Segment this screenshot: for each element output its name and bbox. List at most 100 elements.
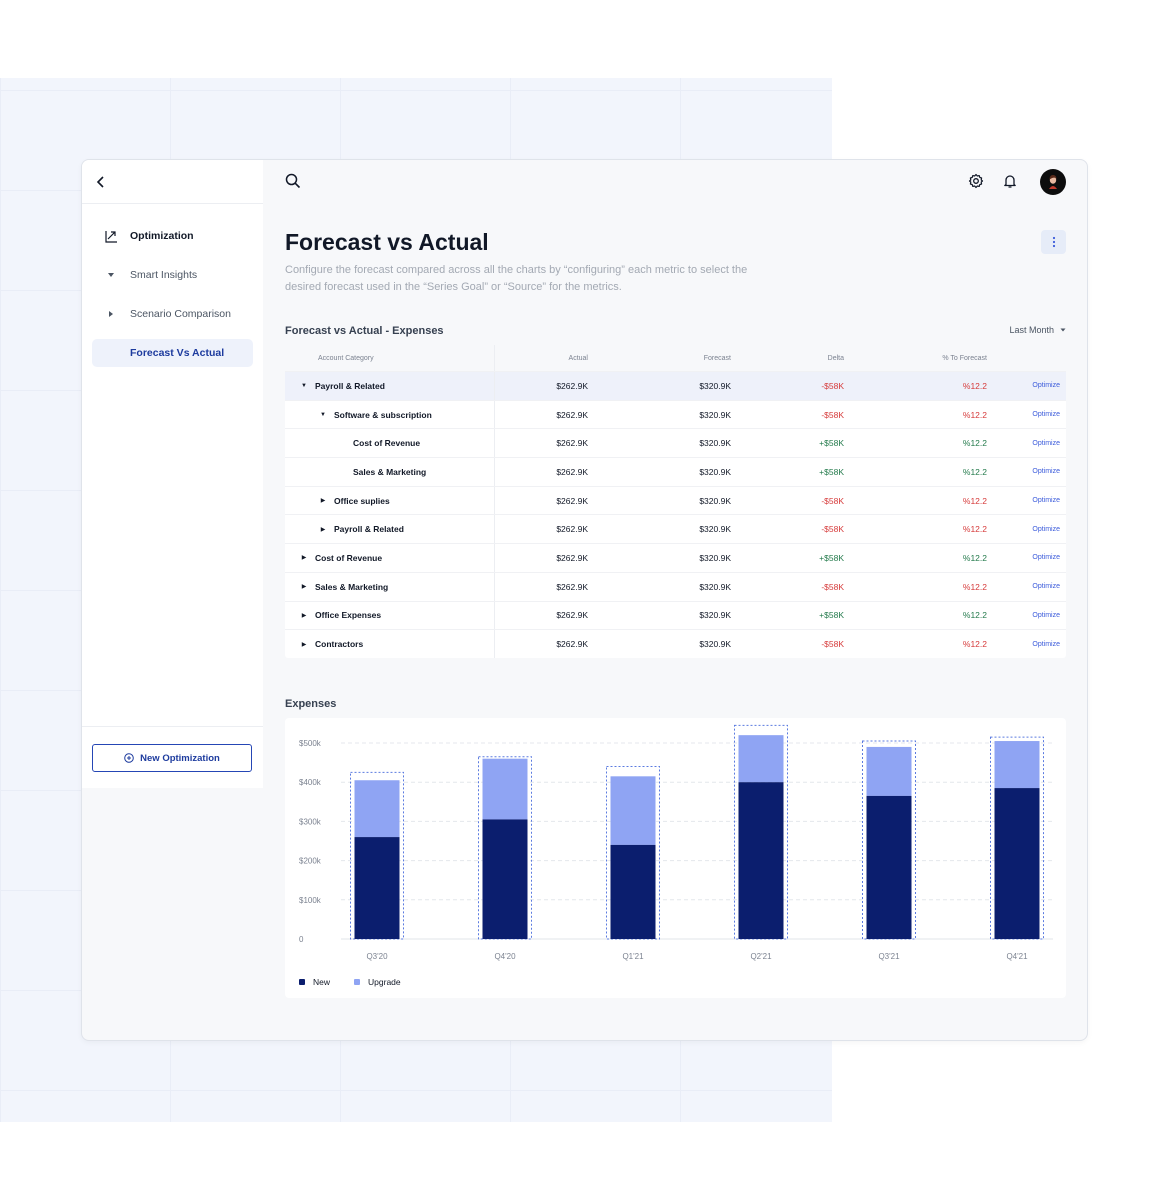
table-header: Account Category Actual Forecast Delta %… — [285, 345, 1066, 371]
optimize-link[interactable]: Optimize — [1032, 382, 1060, 390]
app-window: Optimization Smart Insights Scenario Com… — [81, 159, 1088, 1041]
bell-icon — [1004, 175, 1016, 188]
caret-right-icon[interactable]: ▶ — [301, 641, 307, 648]
y-tick-label: $500k — [299, 739, 322, 748]
caret-down-icon[interactable]: ▼ — [320, 411, 326, 418]
y-tick-label: $300k — [299, 817, 322, 826]
cell-forecast: $320.9K — [699, 466, 731, 477]
sidebar-item-scenario-comparison[interactable]: Scenario Comparison — [92, 300, 253, 328]
table-row[interactable]: ▶ Payroll & Related $262.9K $320.9K -$58K %12… — [285, 514, 1066, 544]
x-tick-label: Q4'21 — [1006, 952, 1028, 961]
search-icon — [285, 173, 301, 189]
more-options-button[interactable] — [1041, 230, 1066, 254]
table-row[interactable]: Sales & Marketing $262.9K $320.9K +$58K %12.… — [285, 457, 1066, 486]
notifications-button[interactable] — [1002, 173, 1018, 189]
legend-label: Upgrade — [368, 977, 401, 987]
cell-delta: -$58K — [821, 639, 844, 650]
table-row[interactable]: ▶ Contractors $262.9K $320.9K -$58K %12.2 Opti… — [285, 629, 1066, 658]
table-title: Forecast vs Actual - Expenses — [285, 325, 444, 337]
sidebar: Optimization Smart Insights Scenario Com… — [82, 160, 263, 788]
gear-icon — [968, 173, 984, 189]
kebab-menu-icon — [1052, 236, 1055, 248]
top-bar — [263, 160, 1087, 204]
cell-forecast: $320.9K — [699, 610, 731, 621]
cell-forecast: $320.9K — [699, 380, 731, 391]
sidebar-item-forecast-vs-actual[interactable]: Forecast Vs Actual — [92, 339, 253, 367]
search-button[interactable] — [285, 173, 301, 189]
x-tick-label: Q3'21 — [878, 952, 900, 961]
cell-actual: $262.9K — [556, 552, 588, 563]
cell-category: ▶ Payroll & Related — [285, 515, 495, 544]
table-row[interactable]: ▶ Office suplies $262.9K $320.9K -$58K %12.2 O… — [285, 485, 1066, 515]
x-tick-label: Q1'21 — [622, 952, 644, 961]
optimize-link[interactable]: Optimize — [1032, 554, 1060, 562]
page-description: Configure the forecast compared across a… — [285, 264, 748, 293]
sidebar-item-label: Optimization — [130, 230, 194, 242]
category-label: Sales & Marketing — [353, 466, 427, 477]
sidebar-item-label: Scenario Comparison — [130, 308, 231, 320]
cell-category: ▶ Cost of Revenue — [285, 544, 495, 572]
header-pct: % To Forecast — [942, 354, 987, 362]
cell-forecast: $320.9K — [699, 524, 731, 535]
legend-item-new[interactable]: New — [299, 977, 330, 987]
cell-delta: -$58K — [821, 409, 844, 420]
cell-delta: -$58K — [821, 581, 844, 592]
caret-right-icon[interactable]: ▶ — [301, 612, 307, 619]
caret-right-icon[interactable]: ▶ — [301, 584, 307, 591]
legend-swatch-new — [299, 979, 305, 985]
table-row[interactable]: ▶ Office Expenses $262.9K $320.9K +$58K %12.2… — [285, 600, 1066, 630]
caret-right-icon[interactable]: ▶ — [301, 555, 307, 562]
cell-pct: %12.2 — [962, 409, 987, 420]
optimize-link[interactable]: Optimize — [1032, 497, 1060, 505]
cell-pct: %12.2 — [962, 552, 987, 563]
optimize-link[interactable]: Optimize — [1032, 411, 1060, 419]
sidebar-item-smart-insights[interactable]: Smart Insights — [92, 261, 253, 289]
cell-forecast: $320.9K — [699, 581, 731, 592]
new-optimization-button[interactable]: New Optimization — [92, 744, 252, 772]
caret-right-icon[interactable]: ▶ — [320, 526, 326, 533]
optimize-link[interactable]: Optimize — [1032, 583, 1060, 591]
chart-title: Expenses — [285, 698, 337, 710]
optimize-link[interactable]: Optimize — [1032, 525, 1060, 533]
table-row[interactable]: ▶ Sales & Marketing $262.9K $320.9K -$58K %12… — [285, 571, 1066, 601]
avatar[interactable] — [1040, 169, 1066, 195]
cell-category: Cost of Revenue — [285, 429, 495, 458]
category-label: Office suplies — [334, 495, 390, 506]
optimize-link[interactable]: Optimize — [1032, 611, 1060, 619]
sidebar-item-label: Forecast Vs Actual — [130, 347, 225, 359]
optimize-link[interactable]: Optimize — [1032, 640, 1060, 648]
back-button[interactable] — [96, 175, 106, 188]
sidebar-item-optimization[interactable]: Optimization — [92, 222, 253, 250]
cell-category: ▼ Payroll & Related — [285, 372, 495, 400]
cell-delta: +$58K — [819, 466, 844, 477]
table-row[interactable]: ▶ Cost of Revenue $262.9K $320.9K +$58K %12.2… — [285, 543, 1066, 572]
bar-upgrade — [866, 746, 912, 796]
table-row[interactable]: Cost of Revenue $262.9K $320.9K +$58K %12.2 O… — [285, 428, 1066, 458]
legend-label: New — [313, 977, 331, 987]
cell-delta: +$58K — [819, 610, 844, 621]
cell-category: ▶ Office Expenses — [285, 601, 495, 630]
optimize-link[interactable]: Optimize — [1032, 468, 1060, 476]
bar-upgrade — [994, 741, 1040, 789]
header-category: Account Category — [285, 345, 495, 371]
cell-forecast: $320.9K — [699, 438, 731, 449]
cell-category: ▶ Contractors — [285, 630, 495, 658]
period-dropdown-label: Last Month — [1009, 325, 1054, 335]
caret-down-icon — [1060, 328, 1066, 332]
table-row[interactable]: ▼ Payroll & Related $262.9K $320.9K -$58K %12… — [285, 371, 1066, 400]
bar-new — [738, 782, 784, 939]
settings-button[interactable] — [968, 173, 984, 189]
cell-pct: %12.2 — [962, 380, 987, 391]
x-tick-label: Q4'20 — [494, 952, 516, 961]
caret-right-icon[interactable]: ▶ — [320, 498, 326, 505]
legend-swatch-upgrade — [354, 979, 361, 985]
table-row[interactable]: ▼ Software & subscription $262.9K $320.9K -$… — [285, 399, 1066, 429]
optimize-link[interactable]: Optimize — [1032, 439, 1060, 447]
category-label: Cost of Revenue — [353, 438, 421, 449]
caret-down-icon[interactable]: ▼ — [301, 382, 307, 389]
period-dropdown[interactable]: Last Month — [1009, 325, 1066, 335]
category-label: Cost of Revenue — [315, 552, 383, 563]
legend-item-upgrade[interactable]: Upgrade — [354, 977, 401, 987]
chevron-left-icon — [96, 175, 104, 188]
bar-new — [866, 795, 912, 939]
